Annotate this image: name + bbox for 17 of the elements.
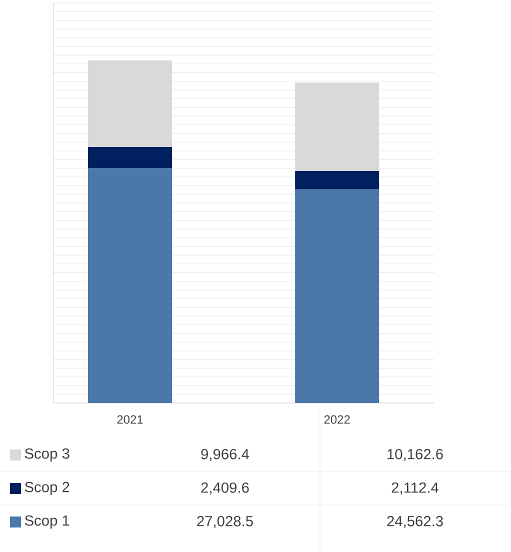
bar — [88, 60, 172, 148]
bar — [88, 147, 172, 168]
legend-label: Scop 2 — [24, 482, 70, 496]
data-label: 10,162.6 — [388, 448, 443, 462]
bar — [295, 189, 380, 403]
data-label: 2,409.6 — [201, 482, 249, 495]
bar — [88, 168, 172, 403]
legend-label: Scop 3 — [24, 448, 70, 462]
x-tick-label: 2021 — [117, 415, 143, 424]
data-label: 2,112.4 — [392, 482, 438, 495]
x-tick-label: 2022 — [324, 415, 350, 424]
data-label: 24,562.3 — [387, 516, 443, 528]
data-label: 9,966.4 — [201, 448, 250, 462]
bar — [295, 171, 380, 190]
data-label: 27,028.5 — [197, 516, 253, 528]
bar — [295, 82, 380, 172]
legend-label: Scop 1 — [24, 515, 70, 529]
